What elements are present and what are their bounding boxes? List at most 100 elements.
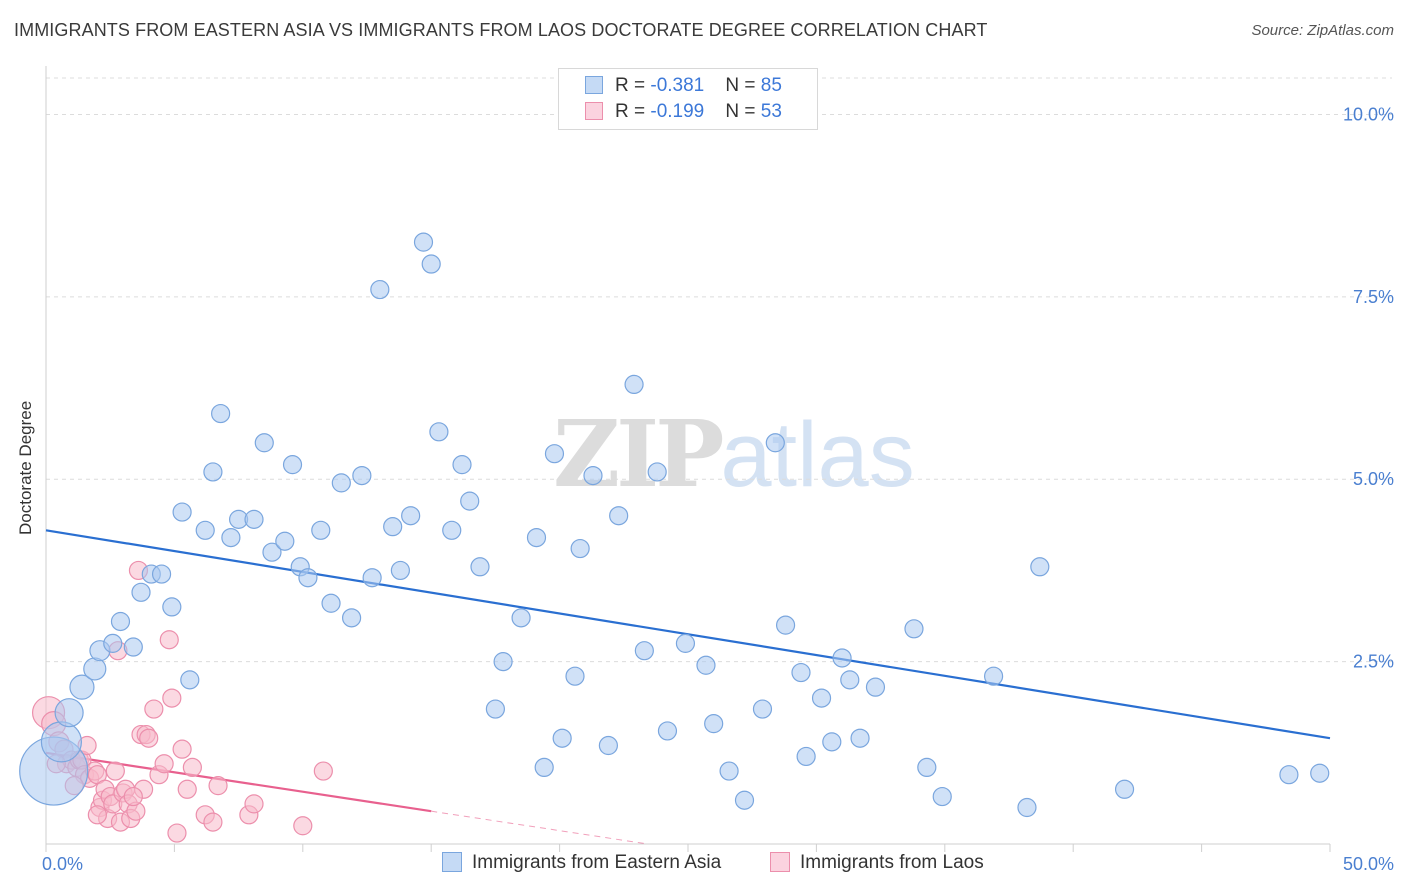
point-eastern-asia [865,677,886,697]
point-eastern-asia [485,699,505,719]
point-eastern-asia [341,608,362,628]
point-laos [293,816,313,836]
legend-row-laos: R = -0.199 N = 53 [585,101,782,127]
point-eastern-asia [917,757,937,778]
point-laos [144,699,164,719]
legend-r-value: -0.381 [650,75,705,96]
point-eastern-asia [1310,763,1330,783]
point-eastern-asia [570,538,590,559]
data-points [19,232,1330,843]
legend-n-value: 85 [760,75,782,96]
point-laos [87,805,107,825]
point-eastern-asia [180,670,200,690]
point-eastern-asia [370,279,390,300]
point-eastern-asia [362,568,382,588]
point-eastern-asia [752,699,773,719]
point-eastern-asia [493,652,513,672]
point-laos [177,779,197,799]
grid-lines [46,77,1392,663]
point-eastern-asia [791,662,811,683]
point-eastern-asia [1017,797,1037,818]
point-eastern-asia [131,582,151,602]
point-eastern-asia [383,517,403,537]
point-eastern-asia [932,786,952,807]
point-eastern-asia [110,611,131,632]
point-eastern-asia [203,462,223,482]
point-eastern-asia [103,633,123,653]
axes [45,66,1331,852]
point-eastern-asia [282,455,303,475]
point-eastern-asia [298,568,318,588]
point-eastern-asia [832,648,852,668]
point-eastern-asia [904,619,924,639]
trend-line-dashed-laos [431,810,648,845]
point-laos [123,786,143,807]
y-tick-label: 7.5% [1353,287,1394,307]
point-eastern-asia [811,688,832,708]
point-eastern-asia [421,254,441,274]
point-eastern-asia [244,509,264,529]
bottom-legend-laos: Immigrants from Laos [770,852,984,874]
point-eastern-asia [583,465,603,486]
point-eastern-asia [544,444,565,464]
point-laos [182,757,202,778]
legend-r-label: R = [615,101,651,122]
point-eastern-asia [598,735,618,756]
correlation-legend: R = -0.381 N = 85 R = -0.199 N = 53 [558,68,818,130]
point-laos [208,776,228,796]
point-eastern-asia [460,491,480,511]
legend-n-label: N = [725,75,761,96]
point-laos [203,812,223,832]
point-eastern-asia [840,670,860,690]
bottom-legend-swatch-laos [770,852,790,872]
point-eastern-asia [657,721,678,741]
bottom-legend-eastern-asia: Immigrants from Eastern Asia [442,852,721,874]
point-eastern-asia [172,502,192,522]
point-eastern-asia [151,564,172,584]
chart-title: IMMIGRANTS FROM EASTERN ASIA VS IMMIGRAN… [14,20,988,40]
point-laos [105,761,125,781]
point-eastern-asia [1114,779,1135,799]
legend-row-eastern-asia: R = -0.381 N = 85 [585,75,782,101]
trend-lines [45,529,1331,845]
point-eastern-asia [442,520,462,540]
point-eastern-asia [275,531,295,551]
point-eastern-asia [69,674,95,700]
legend-swatch-laos [585,102,603,120]
point-eastern-asia [470,557,490,577]
tick-labels: 2.5% 5.0% 7.5% 10.0% 0.0% 50.0% [42,104,1394,874]
point-eastern-asia [1279,765,1299,785]
point-eastern-asia [983,666,1004,686]
chart-source: Source: ZipAtlas.com [1251,22,1394,39]
point-eastern-asia [162,597,182,617]
point-eastern-asia [734,790,755,810]
point-eastern-asia [624,374,644,394]
legend-n-value: 53 [760,101,782,122]
point-eastern-asia [401,506,421,526]
point-eastern-asia [40,721,83,763]
x-tick-label: 50.0% [1343,854,1394,874]
point-eastern-asia [822,732,842,752]
point-eastern-asia [331,473,351,493]
legend-swatch-eastern-asia [585,76,603,94]
point-eastern-asia [696,655,716,675]
bottom-legend-swatch-eastern-asia [442,852,462,872]
point-eastern-asia [311,520,331,540]
legend-r-label: R = [615,75,651,96]
point-laos [159,630,179,650]
point-eastern-asia [850,728,870,748]
point-eastern-asia [254,433,274,453]
legend-n-label: N = [725,101,761,122]
point-eastern-asia [262,542,282,562]
point-laos [244,794,264,814]
point-laos [167,823,187,843]
legend-r-value: -0.199 [650,101,705,122]
trend-line-laos [45,751,432,813]
y-tick-label: 2.5% [1353,652,1394,672]
point-eastern-asia [647,462,667,482]
point-laos [139,728,159,748]
point-eastern-asia [675,633,696,653]
point-eastern-asia [609,506,629,526]
point-eastern-asia [221,527,241,548]
